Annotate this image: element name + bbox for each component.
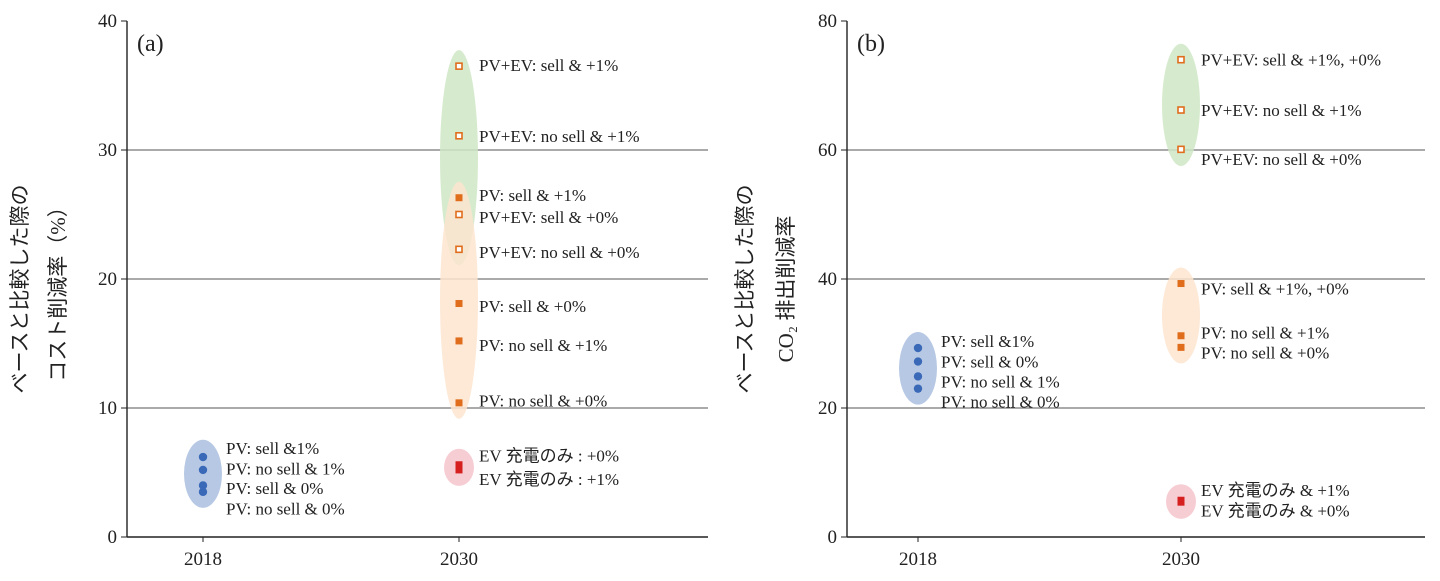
- data-point: [455, 466, 463, 474]
- point-annotation: PV: sell & +1%, +0%: [1201, 280, 1349, 299]
- point-annotation: PV+EV: sell & +1%: [479, 56, 618, 75]
- point-annotation: PV+EV: no sell & +0%: [479, 243, 640, 262]
- point-annotation: PV: sell & +0%: [479, 297, 586, 316]
- y-tick-label: 20: [818, 398, 837, 419]
- y-tick-label: 0: [828, 527, 838, 548]
- group-ellipse: [899, 332, 937, 405]
- point-annotation: PV: sell & 0%: [941, 353, 1038, 372]
- y-tick-label: 0: [108, 527, 118, 548]
- data-point: [913, 372, 923, 381]
- data-point: [455, 62, 463, 70]
- data-point: [913, 343, 923, 353]
- data-point: [455, 194, 463, 202]
- point-annotation: PV+EV: no sell & +1%: [1201, 101, 1362, 120]
- point-annotation: EV 充電のみ & +1%: [1201, 481, 1350, 500]
- data-point: [1177, 343, 1185, 351]
- group-ellipse: [1162, 267, 1200, 364]
- data-point: [455, 132, 463, 140]
- point-annotation: PV: no sell & +1%: [479, 336, 607, 355]
- x-tick-label: 2018: [899, 549, 937, 570]
- data-point: [455, 461, 463, 469]
- point-annotation: PV: no sell & +0%: [1201, 344, 1329, 363]
- data-point: [455, 210, 463, 219]
- panel-label: (b): [857, 31, 885, 57]
- data-point: [1177, 145, 1185, 154]
- x-tick-label: 2030: [1162, 549, 1200, 570]
- y-tick-label: 20: [98, 269, 117, 290]
- group-ellipse: [1162, 43, 1200, 166]
- y-tick-label: 60: [818, 140, 837, 161]
- data-point: [1177, 106, 1185, 114]
- y-axis-title-line: ベースと比較した際の: [8, 185, 32, 394]
- y-axis-title-line: CO₂ 排出削減率: [774, 216, 798, 363]
- point-annotation: PV: sell & 0%: [226, 479, 323, 498]
- point-annotation: PV: no sell & 0%: [226, 500, 345, 519]
- data-point: [455, 300, 463, 308]
- data-point: [198, 487, 208, 497]
- y-axis-title-line: コスト削減率（%）: [46, 196, 70, 382]
- point-annotation: PV+EV: no sell & +1%: [479, 127, 640, 146]
- data-point: [198, 452, 208, 462]
- x-tick-label: 2030: [440, 549, 478, 570]
- data-point: [198, 465, 208, 475]
- data-point: [455, 399, 463, 407]
- data-point: [913, 357, 923, 366]
- data-point: [198, 481, 208, 490]
- data-point: [1177, 332, 1185, 340]
- point-annotation: PV: no sell & 0%: [941, 393, 1060, 412]
- point-annotation: PV+EV: no sell & +0%: [1201, 150, 1362, 169]
- y-tick-label: 80: [818, 11, 837, 32]
- point-annotation: EV 充電のみ : +1%: [479, 470, 619, 489]
- x-tick-label: 2018: [184, 549, 222, 570]
- point-annotation: PV: no sell & +1%: [1201, 324, 1329, 343]
- y-tick-label: 30: [98, 140, 117, 161]
- data-point: [913, 384, 923, 393]
- point-annotation: EV 充電のみ : +0%: [479, 447, 619, 466]
- data-point: [1177, 498, 1185, 506]
- y-tick-label: 40: [818, 269, 837, 290]
- panel-label: (a): [137, 31, 164, 57]
- point-annotation: PV: sell & +1%: [479, 186, 586, 205]
- point-annotation: PV+EV: sell & +1%, +0%: [1201, 51, 1381, 70]
- point-annotation: PV: sell &1%: [941, 332, 1034, 351]
- point-annotation: EV 充電のみ & +0%: [1201, 502, 1350, 521]
- y-tick-label: 10: [98, 398, 117, 419]
- point-annotation: PV: no sell & 1%: [226, 460, 345, 479]
- data-point: [1177, 280, 1185, 288]
- point-annotation: PV+EV: sell & +0%: [479, 208, 618, 227]
- y-axis-title-line: ベースと比較した際の: [733, 185, 757, 394]
- data-point: [455, 245, 463, 254]
- data-point: [455, 337, 463, 345]
- data-point: [1177, 55, 1185, 64]
- point-annotation: PV: no sell & +0%: [479, 391, 607, 410]
- point-annotation: PV: sell &1%: [226, 439, 319, 458]
- chart-panel-2: 0 20 40 60 80 2018 2030 (b) ベースと比較した際の CO₂ 排出削減率 P…: [733, 11, 1425, 570]
- y-tick-label: 40: [98, 11, 117, 32]
- point-annotation: PV: no sell & 1%: [941, 373, 1060, 392]
